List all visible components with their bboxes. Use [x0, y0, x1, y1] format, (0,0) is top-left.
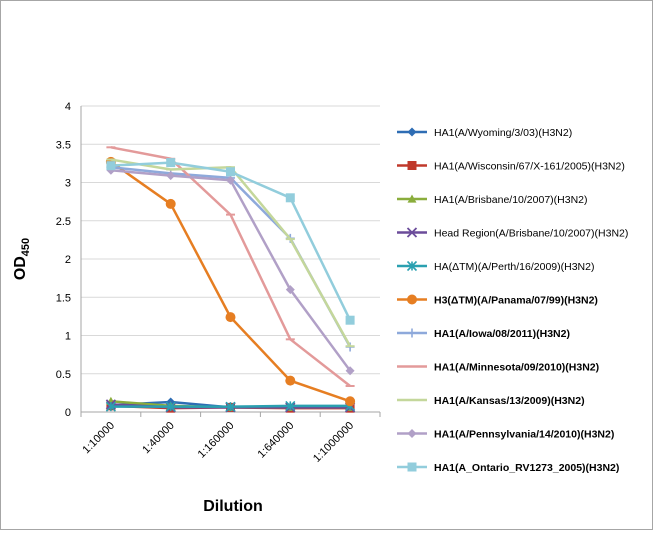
data-point [105, 401, 116, 412]
legend-label: HA1(A/Pennsylvania/14/2010)(H3N2) [434, 429, 614, 441]
data-point [165, 198, 176, 209]
legend-item: HA(ΔTM)(A/Perth/16/2009)(H3N2) [397, 260, 594, 273]
data-point [226, 175, 235, 185]
y-tick-label: 3 [65, 178, 71, 190]
legend-label: HA1(A/Iowa/08/2011)(H3N2) [434, 328, 570, 340]
legend-label: HA(ΔTM)(A/Perth/16/2009)(H3N2) [434, 261, 594, 273]
data-point [225, 312, 236, 323]
y-axis-title-subscript: 450 [20, 238, 32, 256]
x-axis-title: Dilution [203, 498, 263, 515]
series-7 [106, 162, 355, 352]
data-point [345, 315, 355, 325]
legend-label: HA1(A/Minnesota/09/2010)(H3N2) [434, 362, 599, 374]
gridlines [80, 105, 380, 413]
legend-swatch-marker [407, 194, 417, 203]
series-9 [106, 158, 355, 348]
legend-label: HA1(A_Ontario_RV1273_2005)(H3N2) [434, 462, 619, 474]
legend-item: HA1(A/Iowa/08/2011)(H3N2) [397, 328, 570, 340]
data-point [345, 366, 355, 376]
data-point [166, 158, 176, 168]
y-tick-label: 2 [65, 254, 71, 266]
y-tick-label: 1.5 [56, 292, 71, 304]
legend-swatch-marker [407, 429, 417, 438]
data-point [166, 171, 176, 181]
data-point [285, 375, 296, 386]
legend: HA1(A/Wyoming/3/03)(H3N2) HA1(A/Wisconsin… [397, 127, 628, 474]
legend-item: Head Region(A/Brisbane/10/2007)(H3N2) [397, 227, 628, 240]
legend-item: HA1(A/Brisbane/10/2007)(H3N2) [397, 194, 588, 206]
x-tick-label: 1:10000 [80, 420, 117, 457]
data-point [285, 400, 296, 411]
legend-item: HA1(A/Kansas/13/2009)(H3N2) [397, 395, 585, 407]
legend-label: HA1(A/Wisconsin/67/X-161/2005)(H3N2) [434, 161, 625, 173]
legend-item: HA1(A/Wisconsin/67/X-161/2005)(H3N2) [397, 161, 625, 173]
x-tick-label: 1:40000 [140, 420, 177, 457]
legend-label: Head Region(A/Brisbane/10/2007)(H3N2) [434, 228, 628, 240]
series-6 [105, 156, 356, 407]
y-axis-title: OD450 [12, 238, 32, 280]
legend-swatch-marker [407, 328, 417, 338]
legend-label: HA1(A/Brisbane/10/2007)(H3N2) [434, 194, 588, 206]
legend-swatch-marker [407, 462, 417, 472]
data-point [226, 167, 235, 177]
series-10 [106, 165, 355, 376]
y-tick-label: 4 [65, 101, 71, 113]
legend-swatch-marker [406, 260, 418, 272]
data-point [285, 193, 295, 203]
legend-swatch-marker [406, 227, 418, 238]
series-line [110, 169, 352, 372]
legend-swatch-marker [407, 161, 417, 170]
legend-label: H3(ΔTM)(A/Panama/07/99)(H3N2) [434, 295, 598, 307]
series-11 [106, 158, 355, 325]
data-point [345, 396, 356, 407]
legend-item: HA1(A/Minnesota/09/2010)(H3N2) [397, 362, 599, 374]
legend-swatch-marker [407, 294, 417, 305]
x-tick-label: 1:160000 [196, 420, 237, 461]
legend-label: HA1(A/Kansas/13/2009)(H3N2) [434, 395, 585, 407]
legend-label: HA1(A/Wyoming/3/03)(H3N2) [434, 127, 572, 139]
legend-item: HA1(A_Ontario_RV1273_2005)(H3N2) [397, 462, 619, 474]
legend-swatch-marker [407, 127, 417, 137]
data-point [106, 161, 116, 171]
data-point [165, 401, 176, 412]
series-layer [105, 146, 356, 413]
data-point [285, 285, 295, 295]
x-axis-ticks: 1:10000 1:40000 1:160000 1:640000 1:1000000 [80, 412, 381, 465]
y-tick-label: 2.5 [56, 216, 71, 228]
y-axis-ticks: 0 0.5 1 1.5 2 2.5 3 3.5 4 [56, 101, 71, 419]
y-tick-label: 1 [65, 331, 71, 343]
legend-item: HA1(A/Pennsylvania/14/2010)(H3N2) [397, 429, 614, 441]
y-tick-label: 0.5 [56, 369, 71, 381]
legend-item: HA1(A/Wyoming/3/03)(H3N2) [397, 127, 572, 139]
x-tick-label: 1:1000000 [311, 420, 356, 465]
y-tick-label: 0 [65, 407, 71, 419]
x-tick-label: 1:640000 [255, 420, 296, 461]
y-tick-label: 3.5 [56, 139, 71, 151]
legend-item: H3(ΔTM)(A/Panama/07/99)(H3N2) [397, 294, 598, 307]
data-point [225, 401, 236, 412]
